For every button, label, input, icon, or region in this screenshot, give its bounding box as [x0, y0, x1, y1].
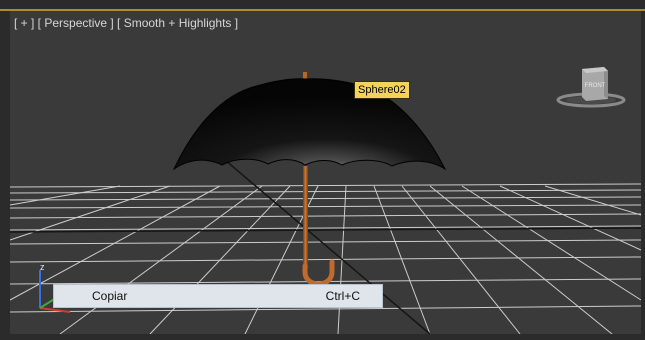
- umbrella-handle: [302, 259, 335, 287]
- viewport-frame-bottom: [0, 334, 645, 340]
- umbrella-model[interactable]: [172, 72, 447, 287]
- umbrella-canopy: [172, 78, 447, 171]
- menu-item-copy[interactable]: Copiar Ctrl+C: [54, 285, 382, 307]
- viewport-label-menu[interactable]: [ + ] [ Perspective ] [ Smooth + Highlig…: [14, 16, 239, 30]
- viewport-frame-left: [0, 11, 10, 340]
- viewport-frame-top: [0, 0, 645, 9]
- umbrella-shaft: [303, 166, 308, 268]
- context-menu: Copiar Ctrl+C: [53, 284, 383, 308]
- viewcube[interactable]: FRONT: [556, 63, 626, 109]
- object-name-tooltip: Sphere02: [354, 81, 410, 99]
- menu-item-copy-shortcut: Ctrl+C: [325, 289, 360, 303]
- axis-z-label: z: [40, 262, 45, 272]
- viewport-frame-right: [641, 11, 645, 340]
- grid: [9, 159, 642, 335]
- active-viewport-border: [0, 9, 645, 11]
- menu-item-copy-label: Copiar: [92, 289, 128, 303]
- viewcube-front-label: FRONT: [585, 83, 606, 89]
